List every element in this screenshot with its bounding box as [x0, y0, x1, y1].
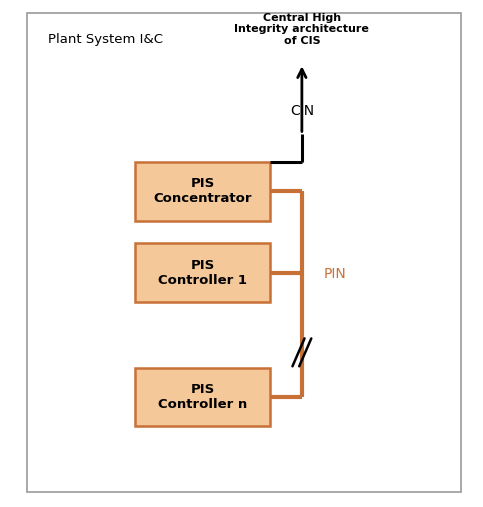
Text: PIS
Controller n: PIS Controller n [158, 383, 247, 411]
Bar [135, 243, 270, 302]
Text: Central High
Integrity architecture
of CIS: Central High Integrity architecture of C… [234, 13, 369, 46]
Bar [135, 368, 270, 426]
Text: CIN: CIN [290, 104, 314, 118]
Bar [135, 162, 270, 221]
Text: Plant System I&C: Plant System I&C [48, 33, 163, 46]
Text: PIS
Concentrator: PIS Concentrator [154, 177, 252, 205]
Text: PIN: PIN [324, 267, 346, 281]
Text: PIS
Controller 1: PIS Controller 1 [158, 259, 247, 286]
